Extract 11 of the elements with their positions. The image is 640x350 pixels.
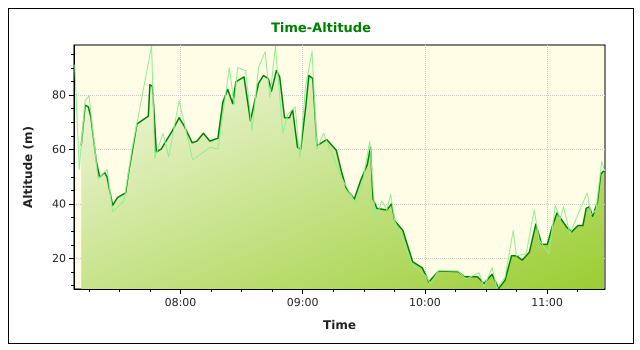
x-tick-label: 10:00 [409,296,441,309]
chart-title: Time-Altitude [271,21,372,36]
y-tick-label: 40 [52,198,66,211]
x-axis-title: Time [323,318,356,332]
x-tick-label: 09:00 [286,296,319,309]
y-tick-label: 20 [52,252,66,265]
x-tick-label: 11:00 [531,296,563,309]
y-axis-title: Altitude (m) [21,126,35,208]
y-tick-label: 60 [52,143,66,156]
x-tick-label: 08:00 [164,296,196,309]
y-tick-label: 80 [52,88,66,102]
